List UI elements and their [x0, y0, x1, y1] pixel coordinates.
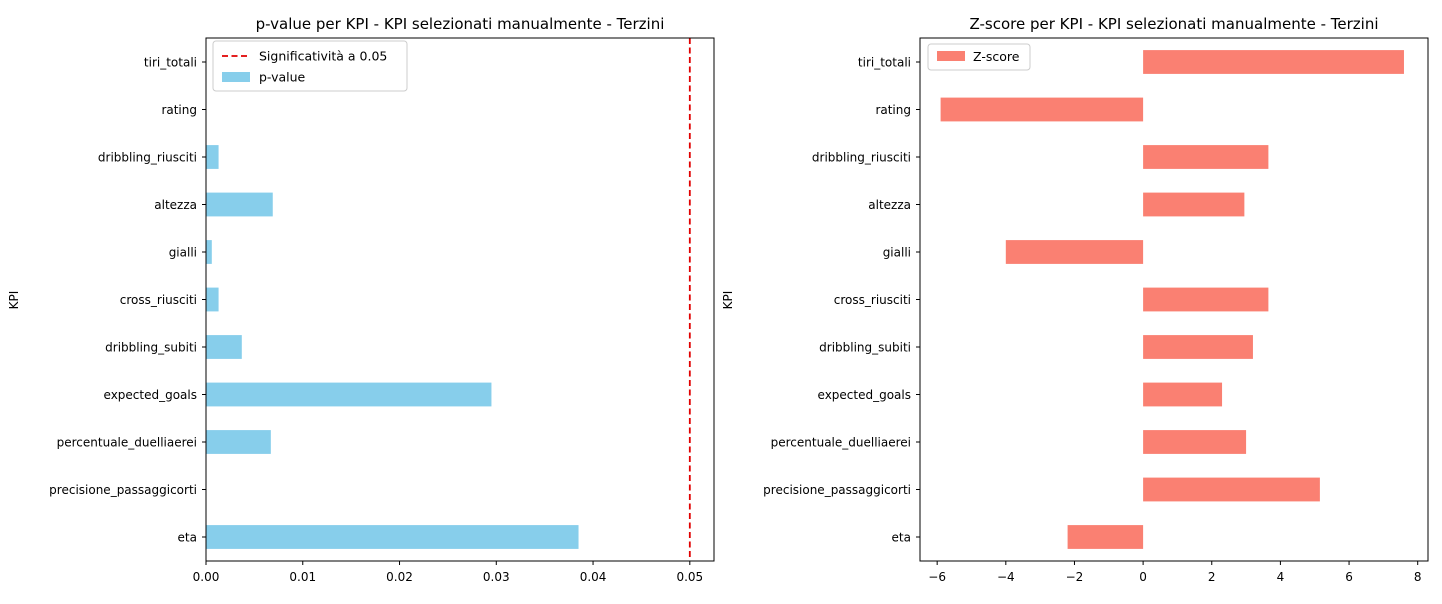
pvalue-x-tick-label: 0.03: [483, 570, 510, 584]
pvalue-y-tick-label: gialli: [169, 245, 197, 259]
zscore-bar-gialli: [1005, 240, 1144, 264]
pvalue-bar-cross_riusciti: [206, 287, 219, 312]
pvalue-y-tick-label: dribbling_subiti: [105, 340, 197, 354]
zscore-chart-title: Z-score per KPI - KPI selezionati manual…: [970, 15, 1379, 33]
zscore-y-tick-label: cross_riusciti: [834, 293, 911, 307]
legend-ref-line-label: Significatività a 0.05: [259, 49, 387, 64]
pvalue-x-tick-label: 0.05: [676, 570, 703, 584]
zscore-bar-precisione_passaggicorti: [1143, 477, 1320, 502]
pvalue-y-tick-label: eta: [178, 530, 197, 544]
pvalue-x-tick-label: 0.01: [289, 570, 316, 584]
pvalue-bar-dribbling_riusciti: [206, 145, 219, 169]
zscore-y-tick-label: gialli: [883, 245, 911, 259]
zscore-y-tick-label: dribbling_riusciti: [812, 150, 911, 164]
pvalue-y-tick-label: expected_goals: [104, 388, 197, 402]
legend-pvalue-label: p-value: [259, 70, 306, 85]
pvalue-x-ticks: 0.00 0.01 0.02 0.03 0.04 0.05: [193, 561, 703, 584]
zscore-y-tick-label: dribbling_subiti: [819, 340, 911, 354]
zscore-y-tick-label: precisione_passaggicorti: [763, 483, 911, 497]
zscore-bar-cross_riusciti: [1143, 287, 1269, 312]
legend-pvalue-swatch: [222, 72, 250, 82]
zscore-y-tick-label: eta: [892, 530, 911, 544]
zscore-y-tick-label: expected_goals: [818, 388, 911, 402]
zscore-legend: Z-score: [927, 43, 1031, 71]
pvalue-y-tick-label: precisione_passaggicorti: [49, 483, 197, 497]
pvalue-x-tick-label: 0.02: [386, 570, 413, 584]
pvalue-legend: Significatività a 0.05 p-value: [212, 40, 408, 92]
pvalue-bar-eta: [206, 525, 579, 549]
pvalue-x-tick-label: 0.00: [193, 570, 220, 584]
zscore-x-tick-label: 4: [1277, 570, 1285, 584]
zscore-y-ticks: eta precisione_passaggicorti percentuale_d…: [763, 55, 920, 544]
pvalue-chart-title: p-value per KPI - KPI selezionati manual…: [256, 15, 665, 33]
pvalue-bar-dribbling_subiti: [206, 335, 242, 359]
zscore-bar-dribbling_riusciti: [1143, 145, 1269, 169]
zscore-bar-rating: [940, 97, 1144, 122]
zscore-x-tick-label: −4: [997, 570, 1015, 584]
zscore-x-tick-label: 0: [1139, 570, 1147, 584]
zscore-x-tick-label: −2: [1066, 570, 1084, 584]
pvalue-y-tick-label: tiri_totali: [144, 55, 197, 69]
zscore-bar-eta: [1067, 525, 1144, 549]
zscore-legend-box: [927, 43, 1031, 71]
pvalue-y-axis-label: KPI: [7, 291, 21, 310]
zscore-bar-percentuale_duelliaerei: [1143, 430, 1247, 454]
zscore-x-tick-label: 2: [1208, 570, 1216, 584]
zscore-x-tick-label: 8: [1414, 570, 1422, 584]
zscore-bar-dribbling_subiti: [1143, 335, 1253, 359]
pvalue-y-tick-label: dribbling_riusciti: [98, 150, 197, 164]
zscore-y-axis-label: KPI: [721, 291, 735, 310]
pvalue-legend-box: [212, 40, 408, 92]
zscore-bars: [940, 50, 1404, 549]
zscore-bar-tiri_totali: [1143, 50, 1404, 74]
legend-zscore-label: Z-score: [973, 49, 1020, 64]
pvalue-bar-expected_goals: [206, 382, 492, 407]
pvalue-y-tick-label: cross_riusciti: [120, 293, 197, 307]
zscore-bar-altezza: [1143, 192, 1245, 217]
pvalue-chart: p-value per KPI - KPI selezionati manual…: [7, 15, 715, 584]
pvalue-bar-gialli: [206, 240, 212, 264]
pvalue-y-ticks: eta precisione_passaggicorti percentuale_d…: [49, 55, 206, 544]
zscore-y-tick-label: percentuale_duelliaerei: [771, 435, 911, 449]
pvalue-y-tick-label: rating: [161, 103, 197, 117]
pvalue-y-tick-label: percentuale_duelliaerei: [57, 435, 197, 449]
zscore-y-tick-label: altezza: [868, 198, 911, 212]
pvalue-y-tick-label: altezza: [154, 198, 197, 212]
pvalue-x-tick-label: 0.04: [580, 570, 607, 584]
zscore-x-ticks: −6 −4 −2 0 2 4 6 8: [928, 561, 1422, 584]
pvalue-bars: [206, 145, 579, 549]
zscore-chart: Z-score per KPI - KPI selezionati manual…: [721, 15, 1429, 584]
pvalue-bar-altezza: [206, 192, 273, 217]
pvalue-bar-percentuale_duelliaerei: [206, 430, 271, 454]
zscore-y-tick-label: tiri_totali: [858, 55, 911, 69]
zscore-x-tick-label: 6: [1345, 570, 1353, 584]
legend-zscore-swatch: [937, 51, 965, 61]
zscore-x-tick-label: −6: [928, 570, 946, 584]
zscore-y-tick-label: rating: [875, 103, 911, 117]
zscore-bar-expected_goals: [1143, 382, 1223, 407]
